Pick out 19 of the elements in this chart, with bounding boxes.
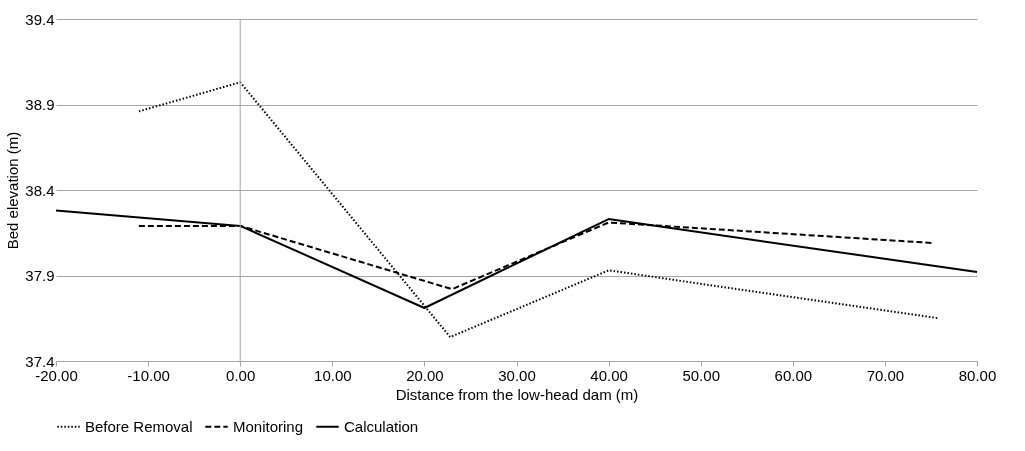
x-tick-label: 30.00 <box>498 366 536 384</box>
legend-label: Monitoring <box>233 417 304 435</box>
y-tick-label: 38.9 <box>25 96 55 113</box>
x-tick-label: 40.00 <box>590 366 628 384</box>
x-axis-title: Distance from the low-head dam (m) <box>395 385 639 403</box>
y-tick-label: 38.4 <box>25 181 55 199</box>
legend-label: Calculation <box>344 417 419 435</box>
x-tick-label: 70.00 <box>866 366 905 384</box>
y-tick-label: 39.4 <box>25 10 55 28</box>
x-tick-label: 0.00 <box>226 366 256 384</box>
y-axis-title: Bed elevation (m) <box>4 131 22 250</box>
legend-label: Before Removal <box>85 417 193 435</box>
x-tick-label: 50.00 <box>682 366 720 384</box>
x-tick-label: 20.00 <box>406 366 444 384</box>
x-tick-label: -10.00 <box>127 366 170 384</box>
x-tick-label: 80.00 <box>958 366 997 384</box>
x-tick-label: 60.00 <box>774 366 813 384</box>
x-tick-label: 10.00 <box>314 366 352 384</box>
y-tick-label: 37.9 <box>25 267 55 284</box>
